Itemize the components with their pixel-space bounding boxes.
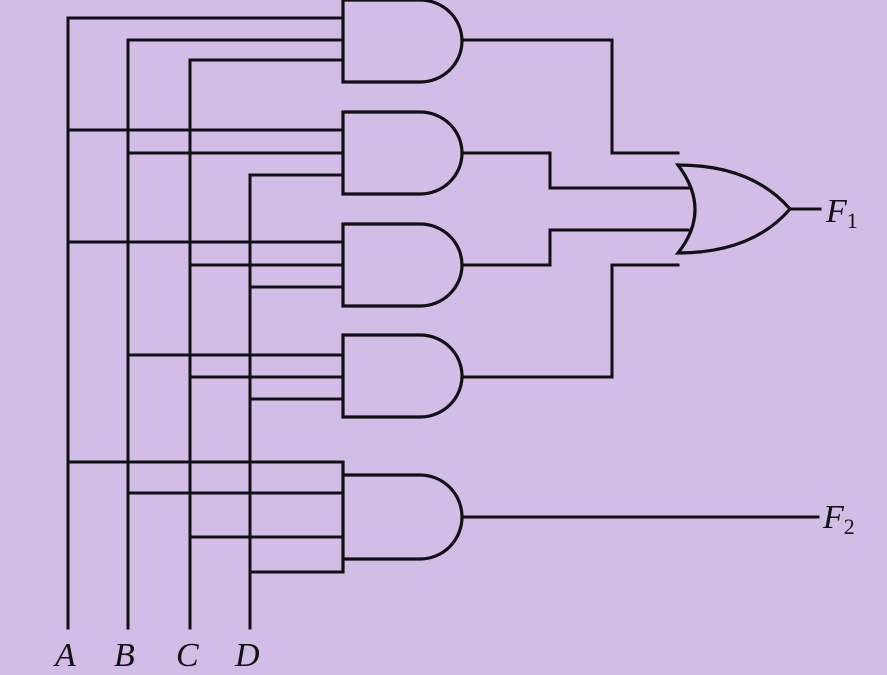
input-wires (66, 16, 345, 574)
input-labels: A B C D (53, 637, 260, 674)
wire-gate3-or (460, 228, 690, 267)
wire-gate4-or (460, 263, 680, 379)
output-f2-subscript: 2 (844, 514, 855, 539)
and-gate-1 (341, 0, 464, 84)
output-f1-letter: F (825, 193, 848, 230)
and-gates (341, 0, 464, 573)
and-gate-2 (341, 110, 464, 196)
input-buses (66, 16, 252, 630)
input-label-b: B (114, 637, 135, 674)
output-f2-letter: F (822, 499, 845, 536)
input-label-d: D (234, 637, 260, 674)
output-label-f1: F1 (825, 193, 858, 233)
input-label-a: A (53, 637, 76, 674)
or-gate (674, 163, 793, 255)
wire-gate2-or (460, 151, 690, 190)
output-f1-subscript: 1 (847, 208, 858, 233)
output-label-f2: F2 (822, 499, 855, 539)
output-wires (460, 207, 822, 519)
and-gate-3 (341, 222, 464, 308)
and-gate-5 (341, 461, 464, 573)
and-gate-4 (341, 333, 464, 419)
or-input-wires (460, 38, 690, 379)
input-label-c: C (176, 637, 199, 674)
wire-gate1-or (460, 38, 680, 155)
